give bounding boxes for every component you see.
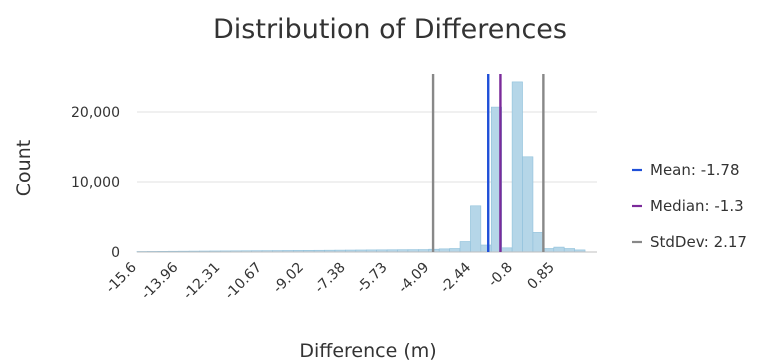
histogram-bar-41: [563, 248, 575, 253]
y-axis-ticks: 0 10,000 20,000: [71, 105, 120, 261]
histogram-bar-39: [543, 248, 555, 253]
x-tick-label-9: -0.8: [485, 260, 516, 291]
histogram-bar-31: [459, 241, 471, 253]
x-tick-label-2: -12.31: [180, 260, 223, 303]
histogram-bars: [136, 81, 586, 253]
histogram-bar-32: [470, 205, 482, 253]
x-tick-label-0: -15.6: [103, 259, 140, 296]
x-tick-label-4: -9.02: [270, 260, 307, 297]
legend-label-1: Median: -1.3: [650, 197, 744, 215]
y-tick-label-1: 10,000: [71, 175, 120, 191]
y-tick-label-0: 0: [111, 245, 120, 261]
x-tick-label-5: -7.38: [312, 260, 349, 297]
x-tick-label-6: -5.73: [354, 260, 391, 297]
x-tick-label-1: -13.96: [138, 259, 181, 302]
histogram-bar-36: [511, 81, 523, 253]
x-axis-label: Difference (m): [299, 340, 436, 362]
legend-label-0: Mean: -1.78: [650, 161, 740, 179]
histogram-bar-35: [501, 247, 513, 253]
legend-label-2: StdDev: 2.17: [650, 233, 747, 251]
histogram-bar-40: [553, 246, 565, 253]
x-tick-label-8: -2.44: [437, 259, 474, 296]
histogram-bar-30: [449, 248, 461, 253]
x-tick-label-10: 0.85: [525, 260, 558, 293]
x-tick-label-3: -10.67: [222, 260, 265, 303]
x-tick-label-7: -4.09: [395, 260, 432, 297]
x-axis-ticks: -15.6-13.96-12.31-10.67 -9.02 -7.38 -5.73 -4…: [103, 259, 558, 302]
histogram-bar-38: [532, 232, 544, 253]
histogram-bar-37: [522, 156, 534, 253]
histogram-bar-33: [480, 244, 492, 253]
y-tick-label-2: 20,000: [71, 105, 120, 121]
reference-lines: [431, 74, 545, 252]
y-axis-label: Count: [13, 140, 35, 196]
legend: Mean: -1.78 Median: -1.3 StdDev: 2.17: [632, 161, 747, 251]
chart-title: Distribution of Differences: [213, 14, 567, 45]
